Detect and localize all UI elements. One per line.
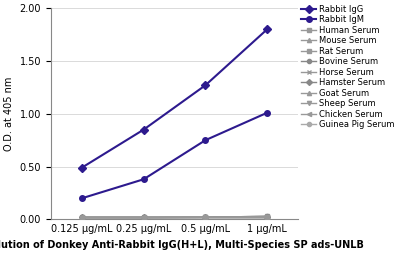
Horse Serum	[265, 216, 270, 219]
Hamster Serum	[80, 216, 84, 219]
X-axis label: Dilution of Donkey Anti-Rabbit IgG(H+L), Multi-Species SP ads-UNLB: Dilution of Donkey Anti-Rabbit IgG(H+L),…	[0, 240, 364, 250]
Rat Serum	[141, 216, 146, 219]
Line: Guinea Pig Serum: Guinea Pig Serum	[80, 215, 269, 219]
Hamster Serum	[203, 216, 208, 219]
Rabbit IgM	[80, 197, 84, 200]
Rabbit IgG	[141, 128, 146, 131]
Mouse Serum	[80, 216, 84, 219]
Rat Serum	[203, 216, 208, 219]
Bovine Serum	[265, 215, 270, 218]
Mouse Serum	[265, 216, 270, 219]
Chicken Serum	[141, 216, 146, 219]
Human Serum	[80, 216, 84, 219]
Rat Serum	[265, 216, 270, 219]
Line: Chicken Serum: Chicken Serum	[80, 215, 269, 219]
Rabbit IgG	[203, 84, 208, 87]
Goat Serum	[203, 216, 208, 219]
Rat Serum	[80, 216, 84, 219]
Line: Mouse Serum: Mouse Serum	[80, 215, 269, 219]
Human Serum	[203, 216, 208, 219]
Line: Rabbit IgM: Rabbit IgM	[79, 110, 270, 201]
Guinea Pig Serum	[141, 216, 146, 219]
Line: Rabbit IgG: Rabbit IgG	[79, 26, 270, 170]
Bovine Serum	[80, 216, 84, 219]
Goat Serum	[141, 216, 146, 219]
Sheep Serum	[80, 216, 84, 219]
Sheep Serum	[141, 216, 146, 219]
Hamster Serum	[265, 216, 270, 219]
Goat Serum	[80, 216, 84, 219]
Rabbit IgM	[141, 178, 146, 181]
Bovine Serum	[203, 216, 208, 219]
Mouse Serum	[141, 216, 146, 219]
Line: Goat Serum: Goat Serum	[80, 215, 269, 219]
Rabbit IgG	[80, 166, 84, 169]
Line: Hamster Serum: Hamster Serum	[80, 215, 269, 219]
Chicken Serum	[203, 216, 208, 219]
Guinea Pig Serum	[265, 216, 270, 219]
Horse Serum	[203, 216, 208, 219]
Horse Serum	[80, 216, 84, 219]
Goat Serum	[265, 216, 270, 219]
Mouse Serum	[203, 216, 208, 219]
Line: Rat Serum: Rat Serum	[80, 215, 269, 220]
Sheep Serum	[265, 216, 270, 219]
Line: Human Serum: Human Serum	[80, 214, 269, 219]
Hamster Serum	[141, 216, 146, 219]
Chicken Serum	[265, 215, 270, 218]
Rabbit IgM	[203, 139, 208, 142]
Line: Bovine Serum: Bovine Serum	[80, 214, 269, 219]
Human Serum	[141, 216, 146, 219]
Chicken Serum	[80, 216, 84, 219]
Line: Horse Serum: Horse Serum	[80, 215, 269, 219]
Human Serum	[265, 215, 270, 218]
Legend: Rabbit IgG, Rabbit IgM, Human Serum, Mouse Serum, Rat Serum, Bovine Serum, Horse: Rabbit IgG, Rabbit IgM, Human Serum, Mou…	[300, 4, 395, 130]
Y-axis label: O.D. at 405 nm: O.D. at 405 nm	[4, 77, 14, 151]
Guinea Pig Serum	[80, 216, 84, 219]
Guinea Pig Serum	[203, 216, 208, 219]
Rabbit IgM	[265, 111, 270, 114]
Sheep Serum	[203, 216, 208, 219]
Rabbit IgG	[265, 28, 270, 31]
Bovine Serum	[141, 216, 146, 219]
Horse Serum	[141, 216, 146, 219]
Line: Sheep Serum: Sheep Serum	[80, 215, 269, 220]
